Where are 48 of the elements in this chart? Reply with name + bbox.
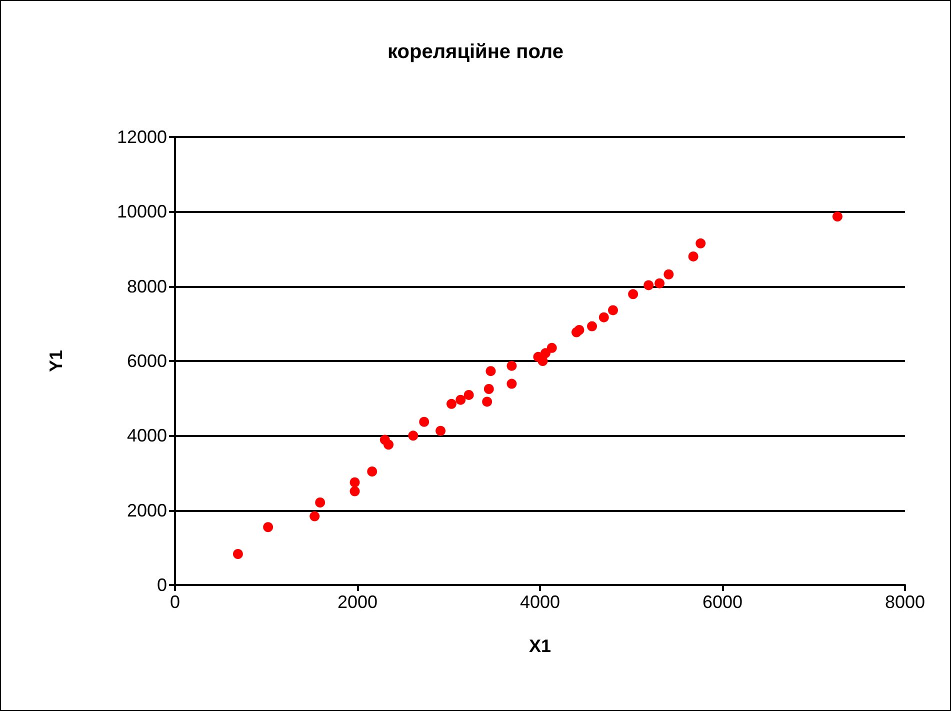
point <box>628 289 638 300</box>
point <box>482 396 492 407</box>
point <box>832 212 842 222</box>
point <box>315 497 326 508</box>
point <box>587 321 598 332</box>
y-tick-label: 12000 <box>116 127 167 147</box>
y-tick-label: 0 <box>156 575 167 595</box>
point <box>506 378 517 389</box>
point <box>384 440 394 450</box>
y-tick-label: 6000 <box>126 351 167 371</box>
point <box>540 348 550 358</box>
point <box>484 384 494 394</box>
point <box>408 430 418 441</box>
point <box>446 398 456 409</box>
point <box>350 477 360 488</box>
point <box>654 278 665 288</box>
chart-title: кореляційне поле <box>388 41 564 63</box>
y-tick-label: 2000 <box>126 500 167 520</box>
point <box>546 342 557 353</box>
point <box>688 251 698 262</box>
point <box>574 325 584 336</box>
point <box>419 416 430 427</box>
point <box>664 269 674 280</box>
point <box>598 312 609 322</box>
point <box>486 366 496 376</box>
point <box>310 511 320 522</box>
x-tick-label: 4000 <box>520 592 560 612</box>
y-tick-label: 8000 <box>126 276 167 296</box>
y-tick-label: 10000 <box>116 202 167 222</box>
point <box>644 280 654 290</box>
point <box>436 426 446 436</box>
x-tick-label: 6000 <box>702 592 743 612</box>
point <box>232 549 243 560</box>
point <box>350 486 360 496</box>
x-tick-label: 2000 <box>337 592 378 612</box>
y-tick-label: 4000 <box>126 426 167 446</box>
x-axis-title: X1 <box>528 636 552 656</box>
y-axis-title: Y1 <box>46 350 66 372</box>
point <box>696 238 706 248</box>
point <box>456 394 466 405</box>
point <box>506 360 517 371</box>
point <box>538 356 548 366</box>
x-tick-label: 8000 <box>884 592 926 612</box>
point <box>464 390 474 400</box>
x-tick-label: 0 <box>170 592 180 612</box>
point <box>263 522 274 532</box>
point <box>367 466 378 477</box>
point <box>608 305 618 316</box>
